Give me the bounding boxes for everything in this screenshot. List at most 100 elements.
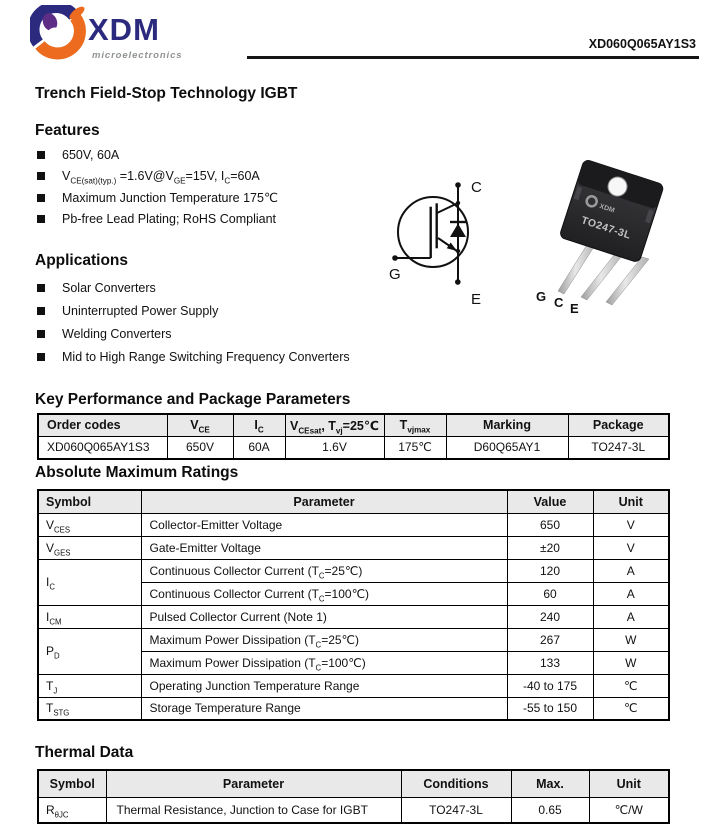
list-item-text: Pb-free Lead Plating; RoHS Compliant <box>62 212 277 227</box>
table-row: ICM Pulsed Collector Current (Note 1) 240 A <box>37 604 670 629</box>
table-cell: 650V <box>166 435 234 460</box>
list-item: 650V, 60A <box>37 144 467 166</box>
symbol-cell: TSTG <box>37 696 142 721</box>
thermal-data-table: Symbol Parameter Conditions Max. Unit RθJC Th… <box>37 769 670 824</box>
bullet-square-icon <box>37 193 45 202</box>
page-title: Trench Field-Stop Technology IGBT <box>35 85 298 102</box>
symbol-cell: ICM <box>37 604 142 629</box>
table-cell: 60A <box>232 435 286 460</box>
table-cell: Continuous Collector Current (TC=25℃) <box>140 558 508 583</box>
list-item-text: Solar Converters <box>62 280 156 295</box>
list-item-text: Maximum Junction Temperature 175℃ <box>62 191 278 206</box>
table-cell: TO247-3L <box>567 435 670 460</box>
column-header: Conditions <box>400 769 512 798</box>
table-cell: Gate-Emitter Voltage <box>140 535 508 560</box>
pin-label-emitter: E <box>570 301 579 316</box>
part-number: XD060Q065AY1S3 <box>588 37 696 51</box>
table-cell: 60 <box>506 581 594 606</box>
column-header: VCEsat, Tvj=25℃ <box>284 413 385 437</box>
column-header: IC <box>232 413 286 437</box>
table-cell: XD060Q065AY1S3 <box>37 435 168 460</box>
list-item-text: 650V, 60A <box>62 147 120 162</box>
bullet-square-icon <box>37 306 45 315</box>
table-cell: A <box>592 558 670 583</box>
table-cell: A <box>592 604 670 629</box>
table-row: IC Continuous Collector Current (TC=25℃) 1… <box>37 558 670 606</box>
table-cell: 120 <box>506 558 594 583</box>
symbol-cell: IC <box>37 558 142 606</box>
package-logo-marking: XDM <box>598 203 615 215</box>
symbol-cell: PD <box>37 627 142 675</box>
column-header: Parameter <box>140 489 508 514</box>
symbol-cell: VCES <box>37 512 142 537</box>
list-item: Mid to High Range Switching Frequency Co… <box>37 346 507 369</box>
column-header: VCE <box>166 413 234 437</box>
bullet-square-icon <box>37 172 45 181</box>
table-header: Symbol Parameter Conditions Max. Unit <box>37 769 670 798</box>
column-header: Package <box>567 413 670 437</box>
table-cell: -55 to 150 <box>506 696 594 721</box>
list-item-text: Welding Converters <box>62 326 172 341</box>
list-item: Pb-free Lead Plating; RoHS Compliant <box>37 209 467 231</box>
column-header: Order codes <box>37 413 168 437</box>
table-cell: 650 <box>506 512 594 537</box>
brand-tagline: microelectronics <box>92 50 183 61</box>
list-item: Maximum Junction Temperature 175℃ <box>37 187 467 209</box>
table-cell: 133 <box>506 650 594 675</box>
table-row: PD Maximum Power Dissipation (TC=25℃) 267 W <box>37 627 670 675</box>
absolute-maximum-ratings-table: Symbol Parameter Value Unit VCES Collector-E… <box>37 489 670 721</box>
pin-label-gate: G <box>536 289 546 304</box>
key-parameters-heading: Key Performance and Package Parameters <box>35 391 351 408</box>
table-cell: 240 <box>506 604 594 629</box>
list-item: VCE(sat)(typ.) =1.6V@VGE=15V, IC=60A <box>37 166 467 188</box>
gate-label: G <box>389 266 401 283</box>
table-cell: ℃ <box>592 673 670 698</box>
table-row: TSTG Storage Temperature Range -55 to 150 ℃ <box>37 696 670 721</box>
table-cell: ℃/W <box>588 796 670 824</box>
table-cell: Pulsed Collector Current (Note 1) <box>140 604 508 629</box>
bullet-square-icon <box>37 215 45 224</box>
table-row: XD060Q065AY1S3 650V 60A 1.6V 175℃ D60Q65AY1 TO… <box>37 435 670 460</box>
emitter-label: E <box>471 291 481 308</box>
table-cell: Maximum Power Dissipation (TC=25℃) <box>140 627 508 652</box>
table-cell: -40 to 175 <box>506 673 594 698</box>
table-row: TJ Operating Junction Temperature Range -4… <box>37 673 670 698</box>
table-cell: Maximum Power Dissipation (TC=100℃) <box>140 650 508 675</box>
package-body: XDM TO247-3L <box>560 160 664 262</box>
features-heading: Features <box>35 122 100 139</box>
table-cell: TO247-3L <box>400 796 512 824</box>
table-cell: D60Q65AY1 <box>445 435 569 460</box>
list-item-text: Uninterrupted Power Supply <box>62 303 219 318</box>
symbol-cell: TJ <box>37 673 142 698</box>
table-cell: 267 <box>506 627 594 652</box>
bullet-square-icon <box>37 329 45 338</box>
package-legs <box>557 239 650 306</box>
applications-heading: Applications <box>35 252 129 269</box>
bullet-square-icon <box>37 283 45 292</box>
list-item: Solar Converters <box>37 276 507 299</box>
column-header: Value <box>506 489 594 514</box>
column-header: Symbol <box>37 489 142 514</box>
key-parameters-table: Order codes VCE IC VCEsat, Tvj=25℃ Tvjmax Mar… <box>37 413 670 460</box>
package-photo: XDM TO247-3L G C E <box>536 160 664 316</box>
absolute-maximum-ratings-heading: Absolute Maximum Ratings <box>35 464 239 481</box>
collector-label: C <box>471 179 482 196</box>
symbol-cell: VGES <box>37 535 142 560</box>
table-header: Symbol Parameter Value Unit <box>37 489 670 514</box>
thermal-data-heading: Thermal Data <box>35 744 134 761</box>
list-item: Welding Converters <box>37 322 507 345</box>
table-cell: 175℃ <box>383 435 447 460</box>
table-row: VCES Collector-Emitter Voltage 650 V <box>37 512 670 537</box>
table-cell: ℃ <box>592 696 670 721</box>
column-header: Marking <box>445 413 569 437</box>
bullet-square-icon <box>37 353 45 362</box>
header-rule <box>247 56 699 59</box>
package-logo-swirl-icon <box>585 195 598 208</box>
table-cell: W <box>592 650 670 675</box>
table-cell: Collector-Emitter Voltage <box>140 512 508 537</box>
table-cell: ±20 <box>506 535 594 560</box>
table-header: Order codes VCE IC VCEsat, Tvj=25℃ Tvjmax Mar… <box>37 413 670 437</box>
table-row: VGES Gate-Emitter Voltage ±20 V <box>37 535 670 560</box>
table-cell: Thermal Resistance, Junction to Case for… <box>105 796 402 824</box>
